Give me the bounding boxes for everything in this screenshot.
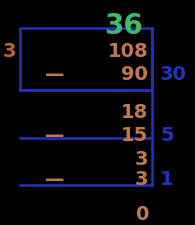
Text: —: —: [45, 126, 65, 145]
Text: 0: 0: [135, 205, 148, 224]
Text: 5: 5: [160, 126, 174, 145]
Text: 30: 30: [160, 65, 187, 84]
Text: 18: 18: [121, 103, 148, 122]
Text: 3: 3: [135, 150, 148, 169]
Text: 90: 90: [121, 65, 148, 84]
Text: 15: 15: [121, 126, 148, 145]
Text: —: —: [45, 170, 65, 189]
Text: 3: 3: [135, 170, 148, 189]
Text: —: —: [45, 65, 65, 84]
Text: 3: 3: [3, 42, 16, 61]
Text: 1: 1: [160, 170, 174, 189]
Text: 108: 108: [107, 42, 148, 61]
Text: 36: 36: [104, 12, 143, 40]
Bar: [20, 28, 152, 90]
